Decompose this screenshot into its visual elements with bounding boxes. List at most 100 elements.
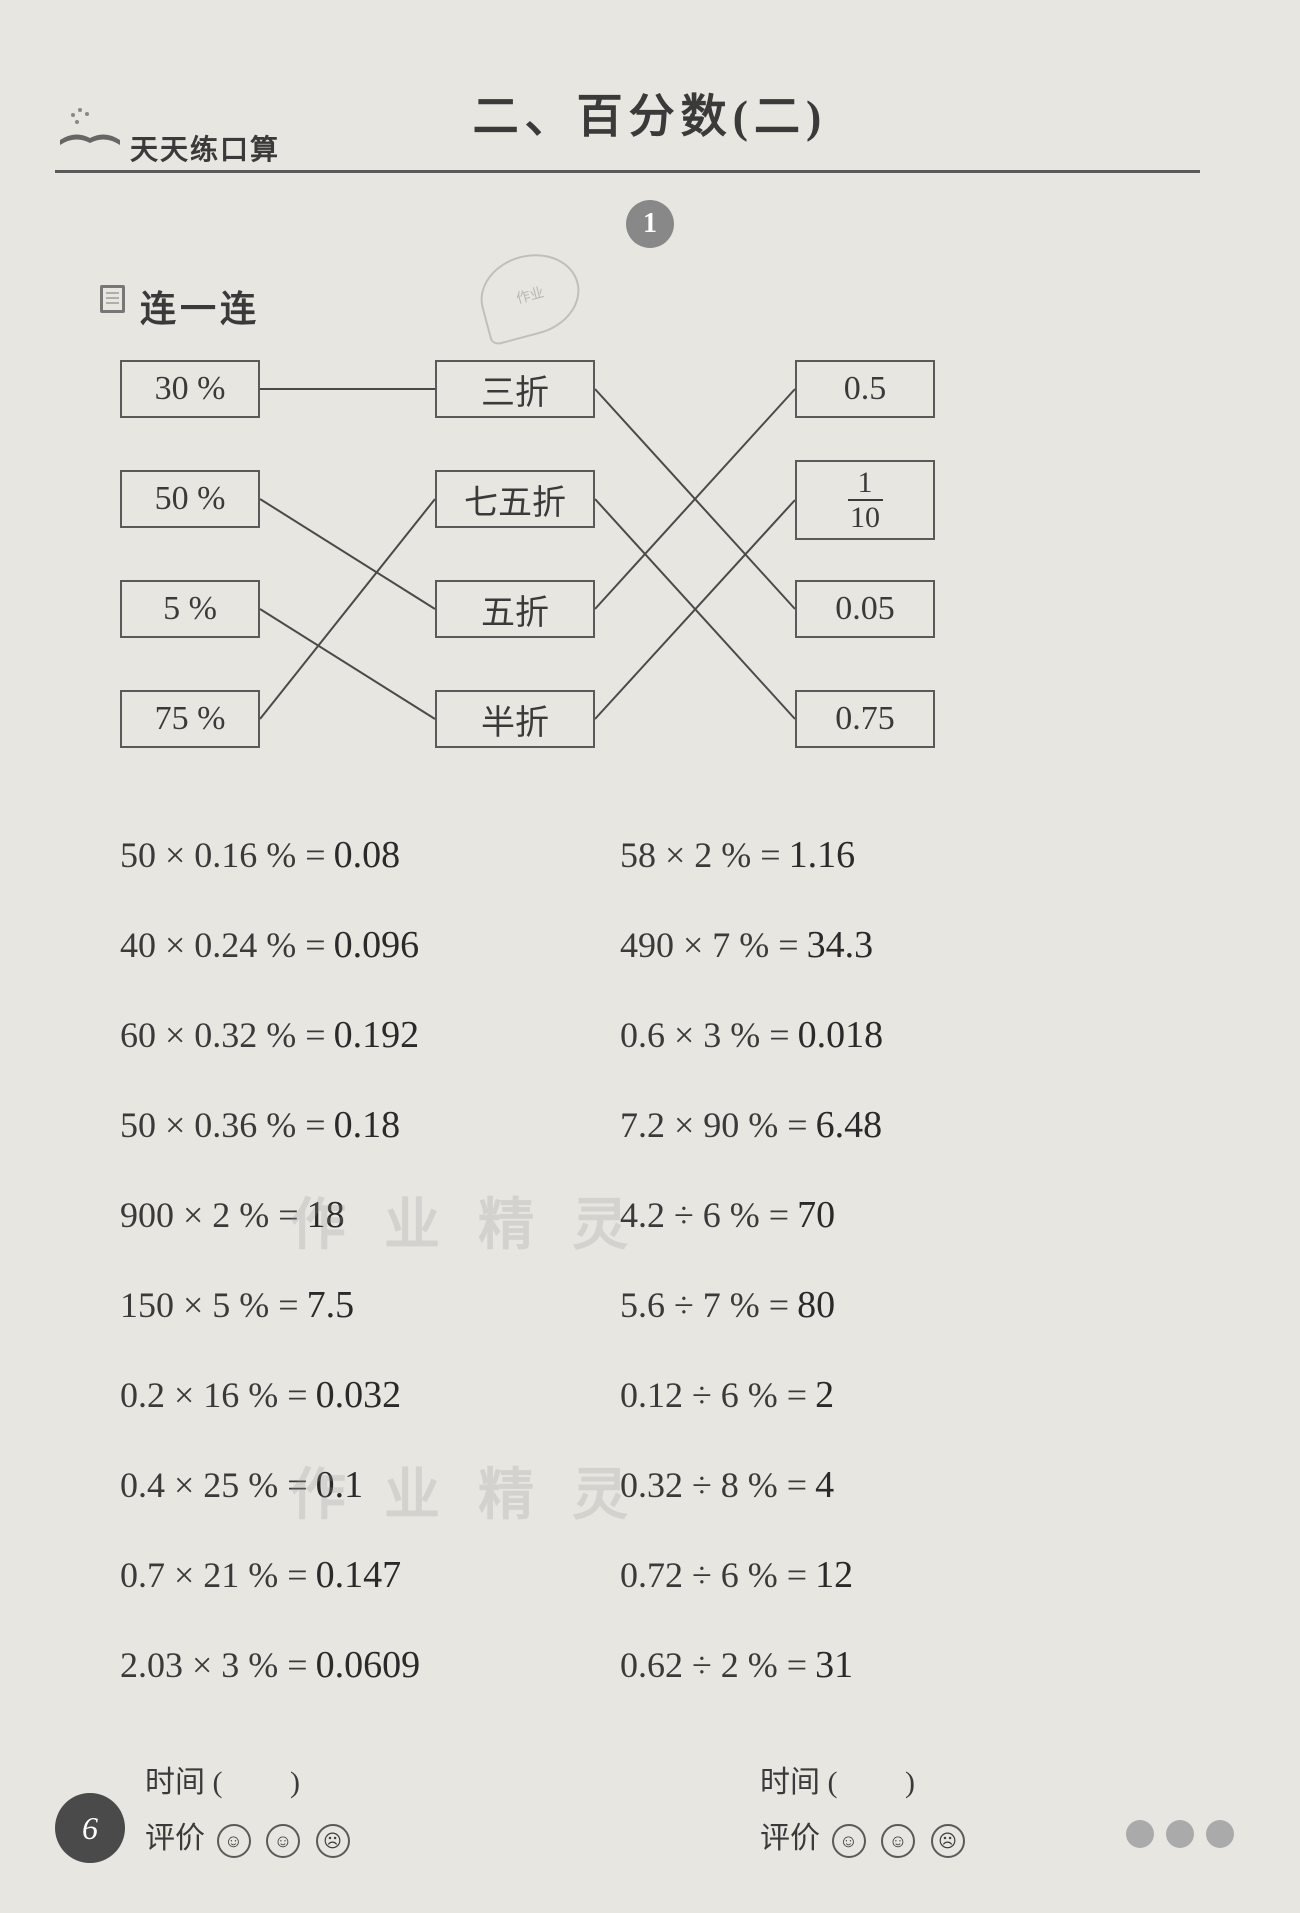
- equation-answer: 0.1: [316, 1463, 364, 1507]
- match-right-box: 0.05: [795, 580, 935, 638]
- face-happy-icon: ☺: [217, 1824, 251, 1858]
- face-happy-icon: ☺: [832, 1824, 866, 1858]
- match-mid-box: 三折: [435, 360, 595, 418]
- face-neutral-icon: ☺: [881, 1824, 915, 1858]
- equation-row: 150 × 5 % =7.5: [120, 1260, 640, 1350]
- equation-row: 60 × 0.32 % =0.192: [120, 990, 640, 1080]
- equation-row: 0.7 × 21 % =0.147: [120, 1530, 640, 1620]
- equation-row: 0.62 ÷ 2 % =31: [620, 1620, 1140, 1710]
- match-mid-box: 五折: [435, 580, 595, 638]
- equation-question: 0.62 ÷ 2 % =: [620, 1644, 807, 1686]
- equation-answer: 34.3: [807, 923, 874, 967]
- series-title: 天天练口算: [130, 128, 280, 168]
- equation-answer: 1.16: [789, 833, 856, 877]
- matching-exercise: 30 %50 %5 %75 %三折七五折五折半折0.51100.050.75: [0, 350, 1300, 770]
- time-label: 时间: [760, 1766, 820, 1799]
- equation-question: 490 × 7 % =: [620, 924, 799, 966]
- equation-answer: 2: [815, 1373, 834, 1417]
- equation-question: 60 × 0.32 % =: [120, 1014, 326, 1056]
- equation-answer: 0.147: [316, 1553, 402, 1597]
- equation-row: 0.12 ÷ 6 % =2: [620, 1350, 1140, 1440]
- equation-row: 40 × 0.24 % =0.096: [120, 900, 640, 990]
- match-left-box: 5 %: [120, 580, 260, 638]
- equation-row: 0.4 × 25 % =0.1: [120, 1440, 640, 1530]
- equation-answer: 0.18: [334, 1103, 401, 1147]
- equation-question: 5.6 ÷ 7 % =: [620, 1284, 789, 1326]
- paren: (: [828, 1766, 838, 1799]
- equation-question: 0.12 ÷ 6 % =: [620, 1374, 807, 1416]
- equation-answer: 0.018: [798, 1013, 884, 1057]
- page-header: 天天练口算 二、百分数(二): [0, 90, 1300, 180]
- match-left-box: 75 %: [120, 690, 260, 748]
- equation-answer: 12: [815, 1553, 853, 1597]
- header-divider: [55, 170, 1200, 173]
- equation-question: 900 × 2 % =: [120, 1194, 299, 1236]
- equation-answer: 0.08: [334, 833, 401, 877]
- equation-question: 0.7 × 21 % =: [120, 1554, 308, 1596]
- footer-left-block: 时间 ( ) 评价 ☺ ☺ ☹: [145, 1757, 354, 1858]
- equation-answer: 0.0609: [316, 1643, 421, 1687]
- stamp-mark: 作业: [471, 243, 588, 346]
- equation-question: 0.4 × 25 % =: [120, 1464, 308, 1506]
- paren: ): [290, 1766, 300, 1799]
- paren: (: [213, 1766, 223, 1799]
- paren: ): [905, 1766, 915, 1799]
- equation-row: 7.2 × 90 % =6.48: [620, 1080, 1140, 1170]
- match-mid-box: 七五折: [435, 470, 595, 528]
- equation-question: 150 × 5 % =: [120, 1284, 299, 1326]
- page-footer: 6 时间 ( ) 评价 ☺ ☺ ☹ 时间 ( ): [0, 1753, 1300, 1873]
- exercise-number-badge: 1: [626, 200, 674, 248]
- chapter-title: 二、百分数(二): [473, 80, 828, 146]
- workbook-page: 天天练口算 二、百分数(二) 1 连一连 作业 30 % 50 % 5 % 75 % 三…: [0, 0, 1300, 1913]
- equation-question: 0.72 ÷ 6 % =: [620, 1554, 807, 1596]
- equation-question: 58 × 2 % =: [620, 834, 781, 876]
- equation-row: 0.2 × 16 % =0.032: [120, 1350, 640, 1440]
- equation-question: 40 × 0.24 % =: [120, 924, 326, 966]
- footer-right-block: 时间 ( ) 评价 ☺ ☺ ☹: [760, 1757, 969, 1858]
- match-right-box: 0.5: [795, 360, 935, 418]
- section-title: 连一连: [140, 280, 260, 332]
- equation-answer: 0.032: [316, 1373, 402, 1417]
- equation-answer: 7.5: [307, 1283, 355, 1327]
- notebook-icon: [95, 280, 130, 315]
- equation-row: 2.03 × 3 % =0.0609: [120, 1620, 640, 1710]
- equation-question: 0.2 × 16 % =: [120, 1374, 308, 1416]
- equation-question: 2.03 × 3 % =: [120, 1644, 308, 1686]
- equations-right-column: 58 × 2 % =1.16490 × 7 % =34.30.6 × 3 % =…: [620, 810, 1140, 1710]
- equation-question: 0.32 ÷ 8 % =: [620, 1464, 807, 1506]
- equation-answer: 0.096: [334, 923, 420, 967]
- equation-row: 50 × 0.36 % =0.18: [120, 1080, 640, 1170]
- rating-label: 评价: [760, 1822, 820, 1855]
- face-sad-icon: ☹: [316, 1824, 350, 1858]
- equation-row: 0.32 ÷ 8 % =4: [620, 1440, 1140, 1530]
- equation-answer: 80: [797, 1283, 835, 1327]
- time-label: 时间: [145, 1766, 205, 1799]
- equation-row: 58 × 2 % =1.16: [620, 810, 1140, 900]
- equations-left-column: 50 × 0.16 % =0.0840 × 0.24 % =0.09660 × …: [120, 810, 640, 1710]
- face-sad-icon: ☹: [931, 1824, 965, 1858]
- equation-answer: 4: [815, 1463, 834, 1507]
- equation-question: 7.2 × 90 % =: [620, 1104, 808, 1146]
- page-number: 6: [55, 1793, 125, 1863]
- equation-answer: 0.192: [334, 1013, 420, 1057]
- equation-question: 50 × 0.36 % =: [120, 1104, 326, 1146]
- equation-row: 0.6 × 3 % =0.018: [620, 990, 1140, 1080]
- equation-question: 0.6 × 3 % =: [620, 1014, 790, 1056]
- equation-row: 5.6 ÷ 7 % =80: [620, 1260, 1140, 1350]
- equation-row: 490 × 7 % =34.3: [620, 900, 1140, 990]
- equation-row: 4.2 ÷ 6 % =70: [620, 1170, 1140, 1260]
- match-right-box: 110: [795, 460, 935, 540]
- face-neutral-icon: ☺: [266, 1824, 300, 1858]
- match-left-box: 50 %: [120, 470, 260, 528]
- equation-row: 900 × 2 % =18: [120, 1170, 640, 1260]
- equation-row: 50 × 0.16 % =0.08: [120, 810, 640, 900]
- equation-question: 4.2 ÷ 6 % =: [620, 1194, 789, 1236]
- rating-label: 评价: [145, 1822, 205, 1855]
- equation-answer: 31: [815, 1643, 853, 1687]
- match-right-box: 0.75: [795, 690, 935, 748]
- equation-question: 50 × 0.16 % =: [120, 834, 326, 876]
- equation-answer: 70: [797, 1193, 835, 1237]
- match-left-box: 30 %: [120, 360, 260, 418]
- equation-answer: 18: [307, 1193, 345, 1237]
- footer-dots: [1120, 1820, 1240, 1853]
